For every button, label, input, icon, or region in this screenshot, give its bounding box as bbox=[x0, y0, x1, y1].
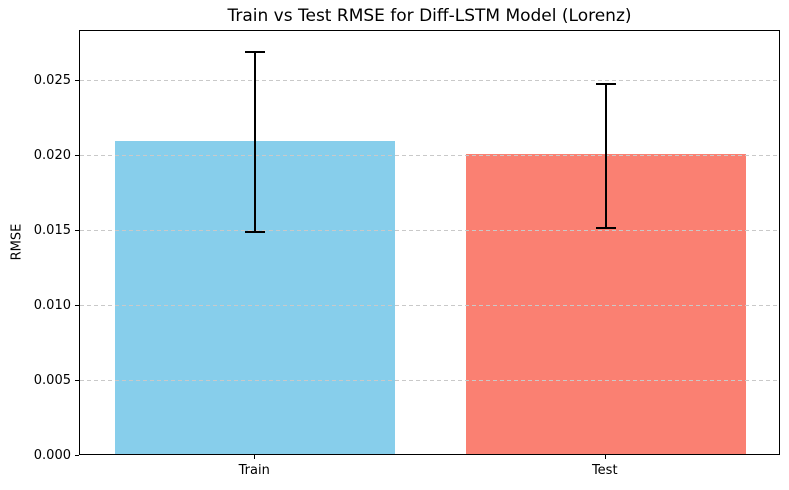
y-tick-label: 0.020 bbox=[33, 147, 71, 163]
error-bar-cap-top-test bbox=[595, 82, 616, 85]
gridline bbox=[80, 380, 779, 382]
y-tick-mark bbox=[75, 379, 79, 381]
gridline bbox=[80, 80, 779, 82]
error-bar-test bbox=[604, 83, 607, 228]
chart-title: Train vs Test RMSE for Diff-LSTM Model (… bbox=[227, 6, 632, 26]
x-tick-label-train: Train bbox=[238, 463, 270, 478]
x-tick-label-test: Test bbox=[591, 463, 618, 478]
y-tick-mark bbox=[75, 229, 79, 231]
y-tick-label: 0.015 bbox=[33, 222, 71, 238]
y-tick-mark bbox=[75, 304, 79, 306]
y-tick-mark bbox=[75, 154, 79, 156]
error-bar-cap-bottom-train bbox=[245, 231, 266, 234]
y-tick-label: 0.005 bbox=[33, 372, 71, 388]
x-tick-mark bbox=[254, 455, 256, 459]
error-bar-train bbox=[254, 52, 257, 233]
error-bar-cap-bottom-test bbox=[595, 226, 616, 229]
y-tick-label: 0.025 bbox=[33, 72, 71, 88]
y-tick-mark bbox=[75, 455, 79, 456]
x-tick-mark bbox=[604, 455, 606, 459]
gridline bbox=[80, 305, 779, 307]
y-tick-label: 0.010 bbox=[33, 297, 71, 313]
y-tick-mark bbox=[75, 79, 79, 81]
y-tick-label: 0.000 bbox=[33, 448, 71, 463]
gridline bbox=[80, 230, 779, 232]
error-bar-cap-top-train bbox=[245, 51, 266, 54]
gridline bbox=[80, 155, 779, 157]
plot-area bbox=[79, 30, 780, 455]
